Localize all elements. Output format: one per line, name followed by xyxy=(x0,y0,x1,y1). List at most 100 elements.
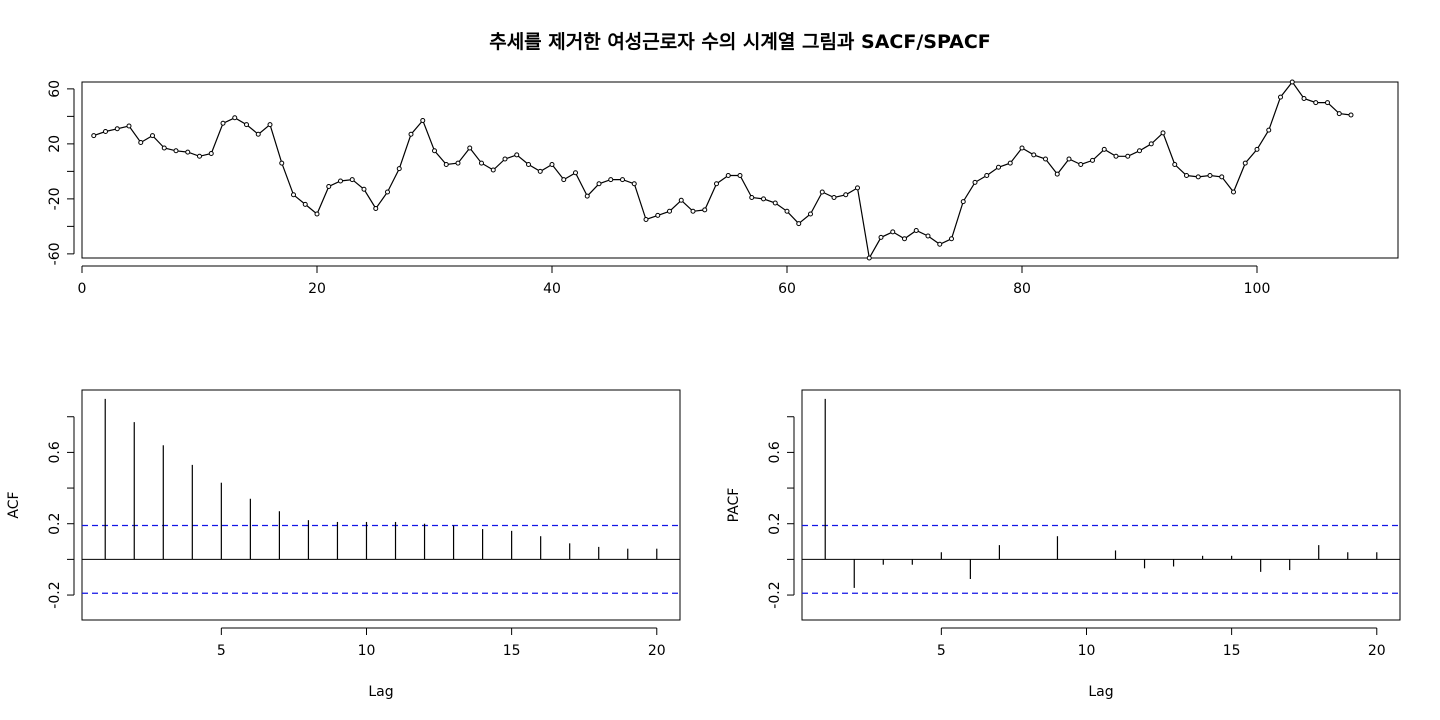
series-point xyxy=(232,115,238,121)
series-point xyxy=(878,234,884,240)
y-tick-label: -20 xyxy=(47,187,63,210)
x-axis-title: Lag xyxy=(368,684,393,700)
series-point xyxy=(913,228,919,233)
series-point xyxy=(1054,171,1060,177)
series-point xyxy=(960,199,966,205)
series-point xyxy=(114,126,120,132)
series-point xyxy=(667,208,672,214)
series-point xyxy=(1231,189,1236,195)
series-point xyxy=(1101,146,1107,152)
series-point xyxy=(984,173,990,178)
series-point xyxy=(432,148,437,154)
series-point xyxy=(702,207,708,213)
series-point xyxy=(1325,100,1330,106)
series-point xyxy=(479,160,484,166)
plot-frame xyxy=(801,389,1401,621)
x-tick-label: 20 xyxy=(1368,643,1386,659)
series-point xyxy=(737,173,743,178)
series-point xyxy=(1195,174,1201,180)
series-point xyxy=(349,177,355,183)
series-point xyxy=(1207,173,1213,178)
series-point xyxy=(537,168,543,174)
series-point xyxy=(138,140,144,145)
x-tick-label: 40 xyxy=(543,281,561,297)
acf-panel: 5 10 15 20 -0.2 0.2 0.6 Lag ACF xyxy=(6,389,681,700)
series-point xyxy=(608,177,614,183)
series-point xyxy=(420,118,426,123)
y-tick-label: 20 xyxy=(47,135,63,153)
y-tick-label: 0.2 xyxy=(47,513,63,535)
series-point xyxy=(1043,156,1048,162)
series-point xyxy=(208,151,214,156)
series-point xyxy=(1019,145,1025,151)
series-point xyxy=(1090,157,1095,163)
y-tick-label: 0.6 xyxy=(47,441,63,463)
series-point xyxy=(819,189,825,195)
series-point xyxy=(1031,152,1037,158)
series-point xyxy=(573,170,578,176)
series-point xyxy=(302,201,308,207)
plot-frame xyxy=(81,389,681,621)
series-point xyxy=(1348,112,1354,118)
series-point xyxy=(831,195,837,200)
series-point xyxy=(173,148,179,154)
series-point xyxy=(796,221,802,227)
x-tick-label: 10 xyxy=(358,643,376,659)
series-point xyxy=(1007,160,1013,166)
series-point xyxy=(103,129,108,134)
series-point xyxy=(1242,160,1248,166)
series-point xyxy=(972,179,978,185)
series-point xyxy=(749,195,755,200)
x-tick-label: 0 xyxy=(78,281,87,297)
series-point xyxy=(326,184,332,189)
y-tick-label: 0.6 xyxy=(767,441,783,463)
series-point xyxy=(690,208,696,214)
series-point xyxy=(937,241,943,247)
y-tick-label: 0.2 xyxy=(767,513,783,535)
y-axis-title: PACF xyxy=(726,488,742,523)
series-point xyxy=(561,177,567,183)
series-point xyxy=(772,200,778,206)
y-tick-label: -0.2 xyxy=(47,581,63,608)
series-point xyxy=(291,192,296,198)
series-point xyxy=(549,162,555,167)
series-point xyxy=(185,149,191,155)
series-point xyxy=(1160,130,1166,136)
series-point xyxy=(1254,146,1260,152)
series-point xyxy=(620,177,625,183)
series-point xyxy=(1289,79,1295,85)
x-tick-label: 15 xyxy=(503,643,521,659)
series-point xyxy=(761,196,766,202)
series-point xyxy=(1113,153,1119,159)
x-tick-label: 100 xyxy=(1244,281,1271,297)
series-point xyxy=(197,153,202,159)
series-point xyxy=(396,166,402,172)
series-point xyxy=(255,131,261,137)
series-point xyxy=(338,178,343,184)
series-point xyxy=(361,186,367,192)
x-tick-label: 80 xyxy=(1013,281,1031,297)
series-point xyxy=(714,181,719,187)
series-point xyxy=(866,255,872,261)
series-point xyxy=(1148,141,1154,147)
series-point xyxy=(1078,162,1084,167)
x-tick-label: 5 xyxy=(937,643,946,659)
series-point xyxy=(655,212,661,218)
series-point xyxy=(161,145,167,151)
series-point xyxy=(267,122,273,128)
y-tick-label: -0.2 xyxy=(767,581,783,608)
series-point xyxy=(1219,174,1225,180)
series-point xyxy=(443,162,449,167)
series-point xyxy=(150,133,155,139)
series-point xyxy=(1266,127,1272,133)
series-point xyxy=(925,233,931,239)
x-tick-label: 20 xyxy=(308,281,326,297)
x-tick-label: 10 xyxy=(1078,643,1096,659)
series-point xyxy=(91,133,97,139)
series-point xyxy=(902,236,907,242)
series-point xyxy=(1301,96,1307,101)
series-point xyxy=(220,120,226,126)
series-point xyxy=(678,197,684,203)
series-point xyxy=(408,131,414,137)
